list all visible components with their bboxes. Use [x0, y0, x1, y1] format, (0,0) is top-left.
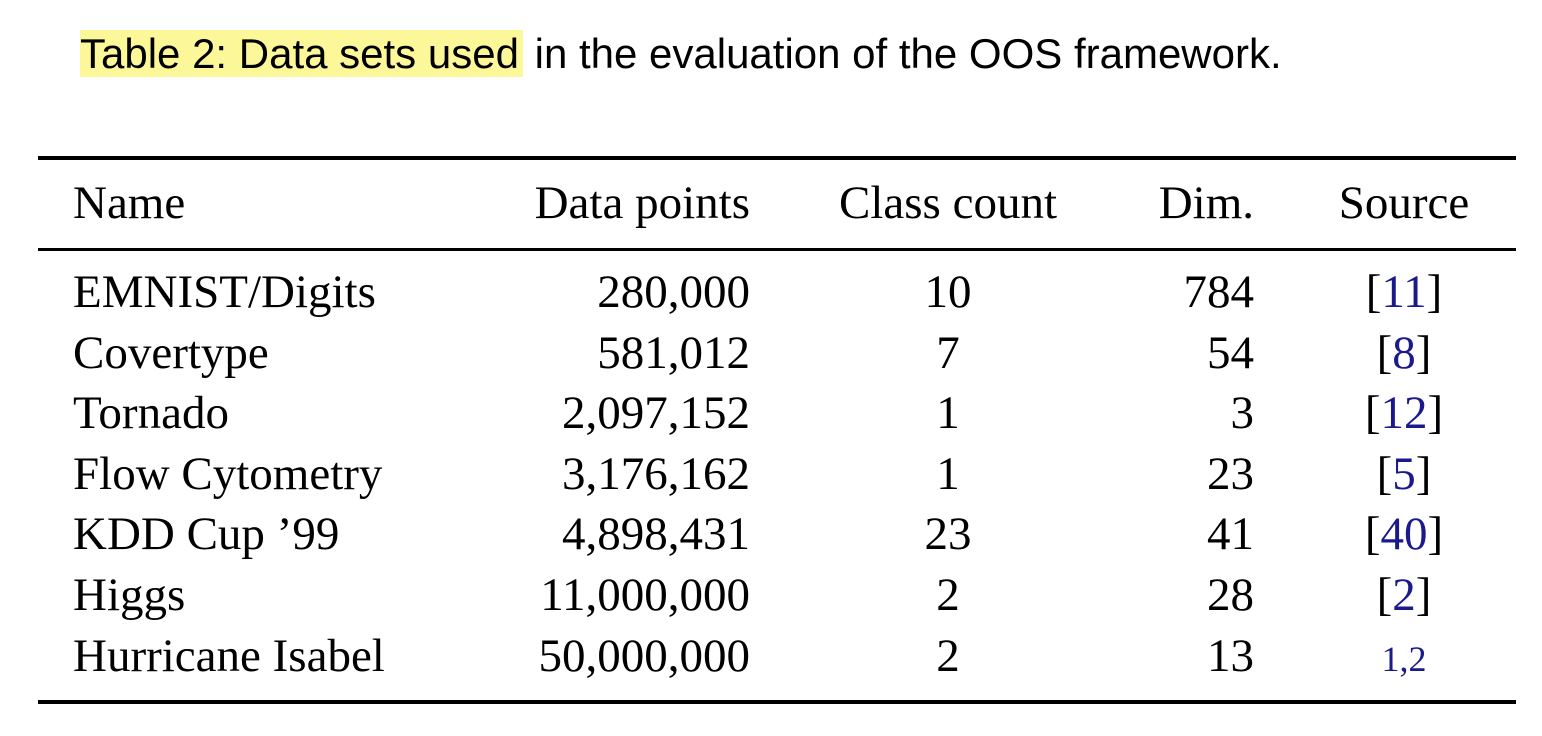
citation-link[interactable]: 1,2: [1381, 639, 1427, 679]
cell-class-count: 1: [936, 448, 960, 500]
bottom-rule: [38, 700, 1516, 704]
cell-class-count: 1: [936, 387, 960, 439]
cell-class-count: 23: [924, 508, 972, 560]
citation-link[interactable]: 12: [1380, 387, 1428, 439]
cell-data-points: 280,000: [597, 266, 750, 318]
cell-dim: 784: [1183, 266, 1255, 318]
top-rule: [38, 156, 1516, 160]
header-rule: [38, 248, 1516, 251]
header-data-points: Data points: [534, 177, 750, 229]
cell-class-count: 2: [936, 630, 960, 682]
cell-dim: 23: [1207, 448, 1254, 500]
cell-name: Higgs: [73, 569, 186, 621]
cell-name: KDD Cup ’99: [73, 508, 340, 560]
cell-name: Tornado: [73, 387, 229, 439]
cell-source: [2]: [1376, 569, 1432, 621]
caption-text: in the evaluation of the OOS framework.: [522, 30, 1282, 77]
cell-source: [11]: [1365, 266, 1443, 318]
cell-dim: 41: [1207, 508, 1254, 560]
cell-data-points: 3,176,162: [562, 448, 750, 500]
cell-name: Flow Cytometry: [73, 448, 383, 500]
citation-link[interactable]: 40: [1380, 508, 1428, 560]
cell-source: [8]: [1376, 327, 1432, 379]
cell-name: Covertype: [73, 327, 269, 379]
table-caption: Table 2: Data sets used in the evaluatio…: [80, 28, 1282, 80]
cell-class-count: 7: [936, 327, 960, 379]
citation-link[interactable]: 5: [1392, 448, 1416, 500]
citation-link[interactable]: 2: [1392, 569, 1416, 621]
header-dim: Dim.: [1158, 177, 1254, 229]
cell-source: [5]: [1376, 448, 1432, 500]
caption-highlight: Table 2: Data sets used: [80, 30, 523, 77]
cell-class-count: 2: [936, 569, 960, 621]
citation-link[interactable]: 11: [1381, 266, 1427, 318]
cell-class-count: 10: [924, 266, 972, 318]
cell-source: 1,2: [1382, 630, 1427, 685]
cell-source: [12]: [1364, 387, 1444, 439]
cell-dim: 54: [1207, 327, 1254, 379]
cell-data-points: 4,898,431: [562, 508, 750, 560]
header-source: Source: [1338, 177, 1470, 229]
cell-data-points: 2,097,152: [562, 387, 750, 439]
cell-data-points: 581,012: [597, 327, 750, 379]
header-class-count: Class count: [838, 177, 1058, 229]
cell-source: [40]: [1364, 508, 1444, 560]
cell-data-points: 11,000,000: [540, 569, 750, 621]
citation-link[interactable]: 8: [1392, 327, 1416, 379]
cell-name: EMNIST/Digits: [73, 266, 376, 318]
cell-name: Hurricane Isabel: [73, 630, 385, 682]
cell-dim: 28: [1207, 569, 1254, 621]
cell-dim: 13: [1207, 630, 1254, 682]
cell-data-points: 50,000,000: [538, 630, 751, 682]
header-name: Name: [73, 177, 186, 229]
cell-dim: 3: [1230, 387, 1255, 439]
